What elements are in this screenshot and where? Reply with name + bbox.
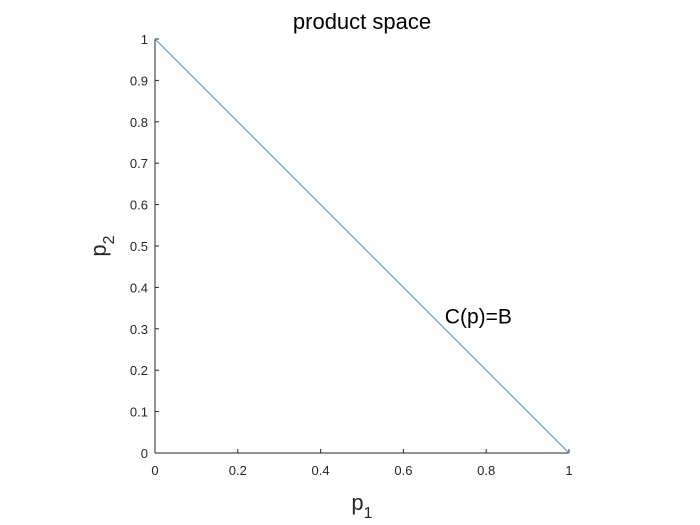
series-layer bbox=[154, 38, 570, 454]
y-axis-label-base: p bbox=[86, 244, 111, 256]
x-axis-label: p1 bbox=[351, 490, 372, 522]
y-axis-ticks: 0 0.1 0.2 0.3 0.4 0.5 0.6 0.7 0.8 0.9 1 bbox=[130, 32, 159, 461]
y-tick-label: 0.5 bbox=[130, 239, 148, 254]
x-axis-label-base: p bbox=[351, 490, 363, 515]
x-tick-label: 0.2 bbox=[229, 463, 247, 478]
y-tick-label: 0.8 bbox=[130, 115, 148, 130]
y-tick-label: 0.2 bbox=[130, 363, 148, 378]
y-axis-label: p2 bbox=[86, 235, 118, 256]
y-tick-label: 0.1 bbox=[130, 405, 148, 420]
y-tick-label: 0 bbox=[141, 446, 148, 461]
y-tick-label: 1 bbox=[141, 32, 148, 47]
x-tick-label: 0.6 bbox=[394, 463, 412, 478]
y-tick-label: 0.7 bbox=[130, 156, 148, 171]
annotation-label: C(p)=B bbox=[445, 305, 512, 328]
annotation-layer: C(p)=B bbox=[445, 305, 512, 328]
y-tick-label: 0.3 bbox=[130, 322, 148, 337]
x-axis-ticks: 0 0.2 0.4 0.6 0.8 1 bbox=[151, 449, 573, 478]
series-line bbox=[154, 38, 570, 454]
y-tick-label: 0.9 bbox=[130, 73, 148, 88]
y-tick-label: 0.6 bbox=[130, 198, 148, 213]
x-tick-label: 0 bbox=[151, 463, 158, 478]
y-axis-label-subscript: 2 bbox=[101, 235, 118, 244]
x-tick-label: 1 bbox=[565, 463, 572, 478]
x-tick-label: 0.4 bbox=[312, 463, 330, 478]
x-axis-label-subscript: 1 bbox=[364, 505, 373, 522]
x-tick-label: 0.8 bbox=[477, 463, 495, 478]
y-tick-label: 0.4 bbox=[130, 280, 148, 295]
chart-title: product space bbox=[293, 9, 431, 34]
